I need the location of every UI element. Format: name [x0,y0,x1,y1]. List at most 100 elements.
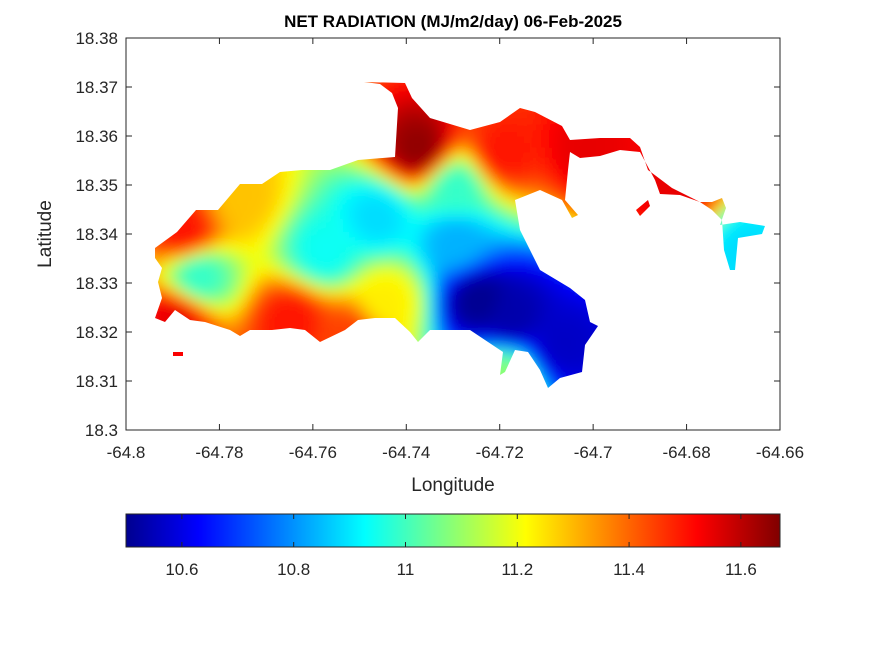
heat-cell [199,262,206,269]
heat-cell [349,304,356,311]
heat-cell [451,310,458,317]
heat-cell [307,196,314,203]
heat-cell [457,286,464,293]
heat-cell [445,232,452,239]
heat-cell [721,244,728,251]
heat-cell [427,172,434,179]
heat-cell [403,262,410,269]
heat-cell [439,214,446,221]
heat-cell [403,316,410,323]
heat-cell [493,232,500,239]
heat-cell [155,244,158,251]
heat-cell [229,286,236,293]
heat-cell [391,94,398,101]
heat-cell [463,220,470,227]
heat-cell [499,298,506,305]
heat-cell [475,130,482,137]
heat-cell [451,292,458,299]
heat-cell [379,274,386,281]
heat-cell [511,142,518,149]
heat-cell [427,286,434,293]
heat-cell [481,136,488,143]
heat-cell [475,184,482,191]
heat-cell [469,166,476,173]
heat-cell [517,334,524,341]
heat-cell [343,304,350,311]
heat-cell [397,208,404,215]
heat-cell [403,238,410,245]
heat-cell [499,310,506,317]
heat-cell [427,238,434,245]
heat-cell [541,142,548,149]
heat-cell [319,244,326,251]
heat-cell [421,196,428,203]
heat-cell [517,118,524,125]
heat-cell [175,286,182,293]
chart-title: NET RADIATION (MJ/m2/day) 06-Feb-2025 [284,12,622,31]
heat-cell [187,298,194,305]
heat-cell [577,298,584,305]
heat-cell [529,166,536,173]
heat-cell [337,268,344,275]
heat-cell [397,202,404,209]
heat-cell [469,244,476,251]
heat-cell [253,232,260,239]
heat-cell [325,292,332,299]
heat-cell [301,322,308,329]
heat-cell [481,148,488,155]
heat-cell [439,130,446,137]
heat-cell [295,316,302,323]
heat-cell [457,178,464,185]
heat-cell [295,304,302,311]
heat-cell [271,268,278,275]
heat-cell [193,256,200,263]
heat-cell [205,316,212,323]
heat-cell [313,208,320,215]
heat-cell [331,244,338,251]
heat-cell [457,250,464,257]
heat-cell [415,148,422,155]
heat-cell [379,310,386,317]
heat-cell [337,190,344,197]
heat-cell [367,226,374,233]
heat-cell [301,262,308,269]
heat-cell [259,208,266,215]
heat-cell [391,244,398,251]
heat-cell [271,238,278,245]
heat-cell [583,328,590,335]
heat-cell [415,184,422,191]
heat-cell [181,238,188,245]
heat-cell [277,298,284,305]
heat-cell [487,124,494,131]
heat-cell [433,310,440,317]
heat-cell [409,256,416,263]
heat-cell [187,268,194,275]
heat-cell [529,262,536,269]
heat-cell [343,184,350,191]
heat-cell [247,196,254,203]
heat-cell [457,202,464,209]
heat-cell [505,160,512,167]
heat-cell [247,298,254,305]
heat-cell [397,148,404,155]
heat-cell [163,304,170,311]
heat-cell [295,220,302,227]
heat-cell [277,208,284,215]
heat-cell [469,220,476,227]
heat-cell [355,268,362,275]
heat-cell [313,238,320,245]
heat-cell [379,196,386,203]
heat-cell [505,118,512,125]
heat-cell [517,154,524,161]
heat-cell [505,166,512,173]
heat-cell [283,262,290,269]
heat-cell [385,202,392,209]
heat-cell [481,208,488,215]
heat-cell [361,256,368,263]
heat-cell [433,154,440,161]
heat-cell [505,328,512,335]
heat-cell [337,286,344,293]
heat-cell [325,334,332,341]
heat-cell [505,298,512,305]
heat-cell [193,214,200,221]
